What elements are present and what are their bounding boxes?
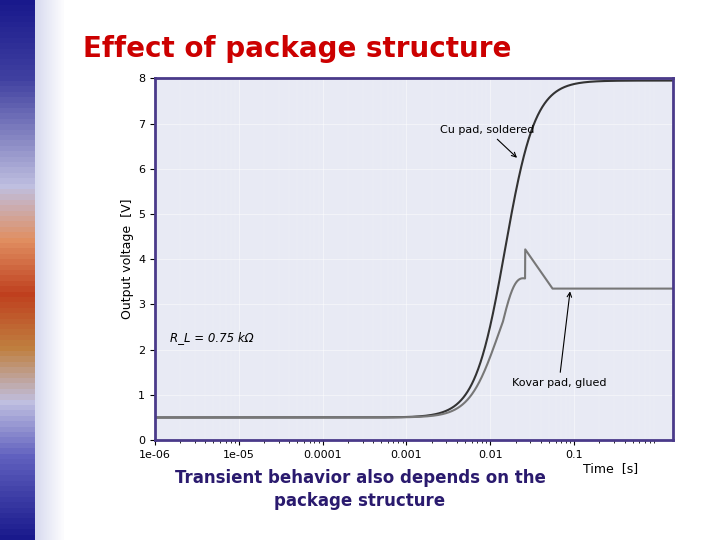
X-axis label: Time  [s]: Time [s]: [583, 462, 639, 475]
Text: Transient behavior also depends on the: Transient behavior also depends on the: [174, 469, 546, 487]
Text: Effect of package structure: Effect of package structure: [83, 35, 511, 63]
Text: R_L = 0.75 kΩ: R_L = 0.75 kΩ: [170, 330, 253, 343]
Text: package structure: package structure: [274, 492, 446, 510]
Text: Cu pad, soldered: Cu pad, soldered: [440, 125, 534, 157]
Y-axis label: Output voltage  [V]: Output voltage [V]: [121, 199, 134, 320]
Text: Kovar pad, glued: Kovar pad, glued: [512, 293, 606, 388]
